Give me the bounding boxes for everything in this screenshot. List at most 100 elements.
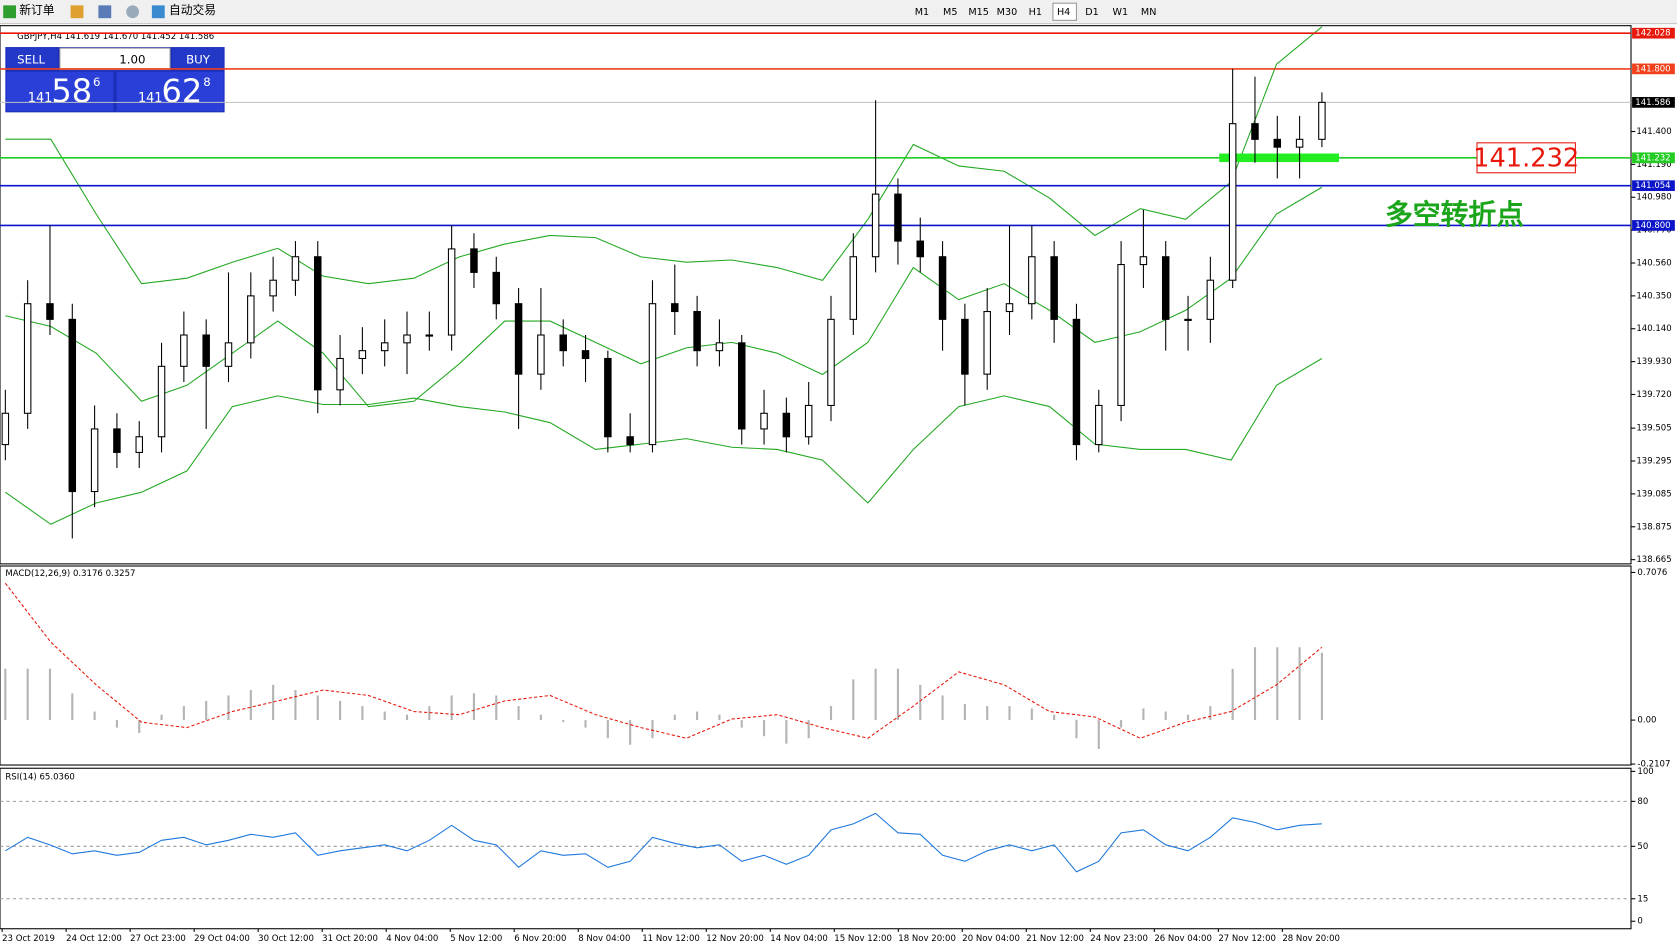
x-tick-label: 24 Oct 12:00: [66, 934, 122, 944]
timeframe[interactable]: M15: [968, 7, 989, 18]
icon[interactable]: [98, 5, 112, 19]
buy[interactable]: BUY: [186, 52, 211, 66]
macd-bar: [93, 711, 96, 721]
candle-body: [291, 256, 300, 281]
y-tick-label: 140.560: [1636, 258, 1671, 268]
timeframe[interactable]: M5: [943, 7, 957, 18]
candle-body: [693, 310, 701, 352]
new-order[interactable]: 新订单: [19, 3, 54, 17]
bid-box[interactable]: [6, 71, 114, 112]
y-tick-label: 0.00: [1637, 716, 1656, 726]
level-tag: [1632, 97, 1675, 108]
rsi-pane: [0, 767, 1632, 930]
candle-body: [671, 303, 679, 313]
sell[interactable]: SELL: [17, 52, 45, 66]
sell-button[interactable]: [6, 48, 58, 70]
candle-body: [1273, 138, 1282, 148]
timeframe[interactable]: M1: [915, 7, 929, 18]
icon[interactable]: [70, 5, 84, 19]
candle-body: [1161, 256, 1170, 320]
macd-bar: [718, 714, 721, 721]
y-tick-label: 138.875: [1636, 522, 1671, 532]
y-tick-label: 140.980: [1636, 193, 1671, 203]
y-tick-label: 100: [1637, 767, 1653, 777]
macd-bar: [1075, 720, 1078, 739]
macd-bar: [115, 720, 118, 728]
macd-label: MACD(12,26,9) 0.3176 0.3257: [5, 569, 135, 579]
candle-body: [648, 303, 657, 446]
candle-body: [916, 240, 924, 258]
ask-box[interactable]: [116, 71, 224, 112]
auto-trade-icon[interactable]: [151, 5, 165, 19]
macd-bar: [986, 706, 989, 721]
y-tick-label: 141.400: [1636, 127, 1671, 137]
y-tick-label: 0.7076: [1637, 568, 1667, 578]
level-tag: [1632, 220, 1675, 231]
level-label: 141.232: [1635, 153, 1670, 163]
candle-body: [559, 334, 567, 352]
ask-pips: 62: [161, 72, 202, 110]
y-tick-label: 140.350: [1636, 291, 1671, 301]
candle-body: [737, 342, 746, 430]
rsi-label: RSI(14) 65.0360: [5, 772, 74, 782]
candle-body: [1072, 318, 1081, 446]
macd-bar: [562, 720, 565, 723]
x-tick-label: 21 Nov 12:00: [1026, 934, 1084, 944]
x-tick-label: 4 Nov 04:00: [386, 934, 438, 944]
macd-bar: [316, 695, 319, 721]
lot-box[interactable]: [59, 47, 171, 71]
x-tick-label: 11 Nov 12:00: [642, 934, 700, 944]
macd-bar: [1030, 708, 1033, 721]
candle-body: [1184, 318, 1192, 321]
timeframe[interactable]: W1: [1113, 7, 1129, 18]
candle-body: [23, 303, 32, 414]
candle-body: [157, 365, 166, 438]
macd-bar: [852, 679, 855, 721]
new-order-icon[interactable]: [3, 5, 17, 19]
macd-bar: [472, 693, 476, 721]
candle-body: [447, 248, 456, 336]
macd-bar: [651, 720, 654, 739]
candle-body: [827, 318, 835, 406]
x-tick-label: 15 Nov 12:00: [834, 934, 892, 944]
x-tick-label: 26 Nov 04:00: [1154, 934, 1212, 944]
candle-body: [961, 318, 969, 375]
bid-big-figure: 141: [28, 91, 52, 106]
x-tick-label: 18 Nov 20:00: [898, 934, 956, 944]
y-tick-label: 140.140: [1636, 324, 1671, 334]
active-timeframe: [1052, 2, 1078, 21]
lot[interactable]: 1.00: [119, 52, 145, 66]
x-tick-label: 30 Oct 12:00: [258, 934, 314, 944]
timeframe[interactable]: MN: [1141, 7, 1156, 18]
icon[interactable]: [126, 5, 140, 19]
timeframes: M1 M5 M15 M30 H1 H4 D1 W1 MN: [915, 2, 1156, 21]
macd-bar: [896, 668, 900, 721]
y-tick-label: -0.2107: [1637, 760, 1670, 770]
timeframe[interactable]: D1: [1085, 7, 1099, 18]
candle-body: [314, 256, 322, 391]
x-tick-label: 28 Nov 20:00: [1282, 934, 1340, 944]
timeframe[interactable]: M30: [997, 7, 1018, 18]
macd-bar: [941, 695, 944, 721]
macd-bar: [182, 706, 185, 721]
macd-bar: [26, 668, 29, 721]
timeframe[interactable]: H1: [1029, 7, 1042, 18]
candle-body: [492, 271, 501, 305]
macd-bar: [1320, 652, 1323, 721]
macd-bar: [629, 720, 632, 745]
level-tag: [1632, 152, 1675, 164]
y-tick-label: 138.665: [1636, 555, 1671, 565]
timeframe[interactable]: H4: [1057, 7, 1070, 18]
macd-bar: [138, 720, 141, 734]
macd-bar: [584, 720, 587, 728]
buy-button[interactable]: [172, 48, 224, 70]
macd-bar: [1209, 706, 1212, 721]
macd-bar: [450, 695, 453, 721]
candle-body: [380, 342, 389, 352]
macd-bar: [673, 714, 676, 721]
candle-body: [760, 412, 768, 430]
x-tick-label: 24 Nov 23:00: [1090, 934, 1148, 944]
y-tick-label: 80: [1637, 797, 1648, 807]
auto-trade[interactable]: 自动交易: [169, 3, 216, 17]
